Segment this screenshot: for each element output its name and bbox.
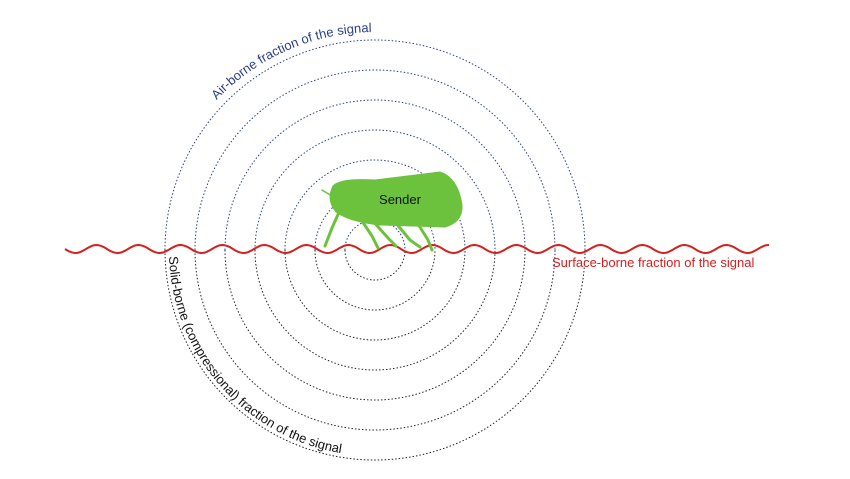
circle-arc <box>344 219 406 251</box>
surface-label: Surface-borne fraction of the signal <box>552 255 754 270</box>
sender-label: Sender <box>379 192 422 207</box>
insect <box>321 171 463 252</box>
solid-label: Solid-borne (compressional) fraction of … <box>166 256 343 456</box>
circle-arc <box>224 99 526 251</box>
circle-arc <box>284 249 466 341</box>
circle-arc <box>344 249 406 281</box>
air-label: Air-borne fraction of the signal <box>208 20 372 102</box>
air-label-path: Air-borne fraction of the signal <box>208 20 372 102</box>
circle-arc <box>284 159 466 251</box>
circle-arc <box>254 249 496 371</box>
wave-circles <box>164 39 586 461</box>
circle-arc <box>164 39 586 251</box>
circle-arc <box>164 249 586 461</box>
circle-arc <box>254 129 496 251</box>
circle-arc <box>314 249 436 311</box>
surface-wave <box>64 243 770 255</box>
solid-label-path: Solid-borne (compressional) fraction of … <box>166 256 343 456</box>
circle-arc <box>224 249 526 401</box>
